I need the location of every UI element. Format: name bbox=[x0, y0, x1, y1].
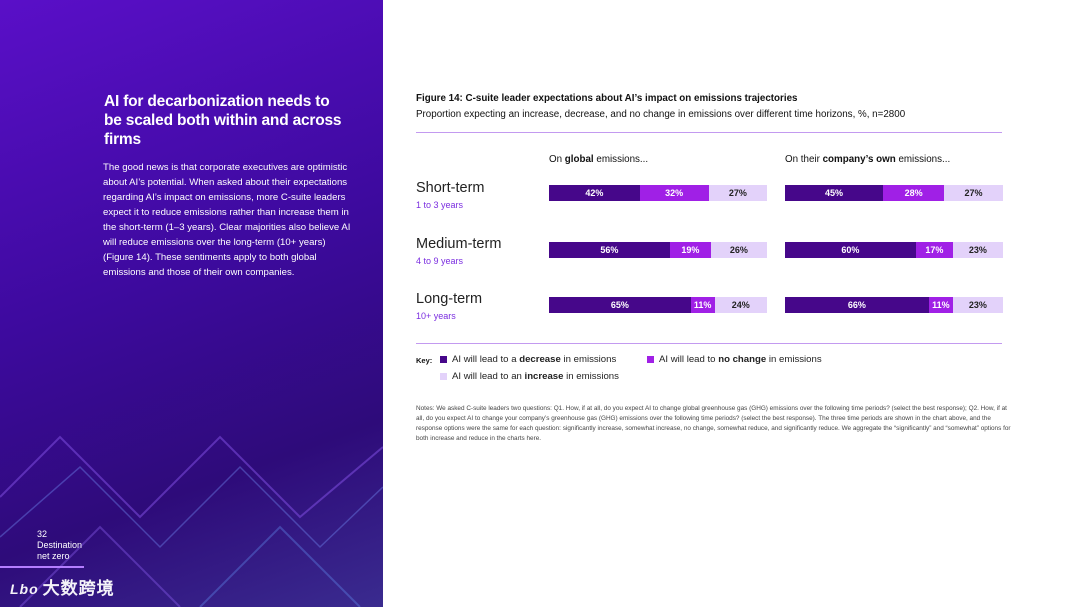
bar-segment-increase-company-medium-term: 23% bbox=[952, 242, 1003, 258]
bar-segment-decrease-company-short-term: 45% bbox=[785, 185, 884, 201]
legend-swatch-increase bbox=[440, 373, 447, 380]
bar-segment-no-change-company-medium-term: 17% bbox=[915, 242, 953, 258]
bar-company-short-term: 45% 28% 27% bbox=[785, 185, 1003, 201]
watermark: Lbo 大数跨境 bbox=[10, 574, 115, 599]
bar-segment-increase-global-short-term: 27% bbox=[708, 185, 767, 201]
row-sub-short-term: 1 to 3 years bbox=[416, 200, 464, 210]
decorative-wave-graphic bbox=[0, 435, 383, 607]
panel-heading-company-bold: company’s own bbox=[822, 154, 896, 165]
legend-no-change: AI will lead to no change in emissions bbox=[647, 354, 822, 365]
panel-heading-global: On global emissions... bbox=[549, 154, 648, 165]
page-footer: 32 Destination net zero bbox=[37, 529, 82, 562]
figure-title: Figure 14: C-suite leader expectations a… bbox=[416, 93, 798, 104]
bar-company-medium-term: 60% 17% 23% bbox=[785, 242, 1003, 258]
panel-heading-global-bold: global bbox=[564, 154, 594, 165]
bar-global-long-term: 65% 11% 24% bbox=[549, 297, 767, 313]
bar-segment-decrease-company-medium-term: 60% bbox=[785, 242, 916, 258]
row-label-long-term: Long-term bbox=[416, 291, 483, 307]
panel-heading-company: On their company’s own emissions... bbox=[785, 154, 950, 165]
legend-increase: AI will lead to an increase in emissions bbox=[440, 371, 619, 382]
legend-increase-text: AI will lead to an increase in emissions bbox=[452, 371, 619, 382]
figure-notes: Notes: We asked C-suite leaders two ques… bbox=[416, 405, 1011, 442]
legend-no-change-text: AI will lead to no change in emissions bbox=[659, 354, 822, 365]
page-number: 32 bbox=[37, 529, 48, 539]
key-divider bbox=[416, 343, 1002, 344]
legend-decrease-text: AI will lead to a decrease in emissions bbox=[452, 354, 617, 365]
bar-segment-no-change-global-long-term: 11% bbox=[690, 297, 715, 313]
bar-segment-decrease-company-long-term: 66% bbox=[785, 297, 929, 313]
footer-accent-line bbox=[0, 566, 84, 568]
bar-segment-decrease-global-short-term: 42% bbox=[549, 185, 640, 201]
bar-segment-increase-global-medium-term: 26% bbox=[710, 242, 767, 258]
key-label: Key: bbox=[416, 356, 433, 365]
panel-heading-global-post: emissions... bbox=[593, 154, 649, 165]
watermark-logo: Lbo bbox=[10, 581, 39, 597]
left-panel: AI for decarbonization needs to be scale… bbox=[0, 0, 383, 607]
watermark-text: 大数跨境 bbox=[42, 579, 115, 598]
bar-segment-no-change-global-short-term: 32% bbox=[639, 185, 709, 201]
bar-segment-decrease-global-medium-term: 56% bbox=[549, 242, 670, 258]
section-name-line2: net zero bbox=[37, 551, 70, 561]
row-label-medium-term: Medium-term bbox=[416, 236, 502, 252]
row-sub-long-term: 10+ years bbox=[416, 311, 456, 321]
legend-swatch-decrease bbox=[440, 356, 447, 363]
bar-segment-increase-company-long-term: 23% bbox=[952, 297, 1003, 313]
section-body-text: The good news is that corporate executiv… bbox=[103, 162, 351, 278]
legend-swatch-no-change bbox=[647, 356, 654, 363]
section-headline: AI for decarbonization needs to be scale… bbox=[104, 93, 342, 148]
legend-decrease: AI will lead to a decrease in emissions bbox=[440, 354, 616, 365]
bar-global-short-term: 42% 32% 27% bbox=[549, 185, 767, 201]
row-label-short-term: Short-term bbox=[416, 180, 485, 196]
bar-company-long-term: 66% 11% 23% bbox=[785, 297, 1003, 313]
top-divider bbox=[416, 132, 1002, 133]
bar-global-medium-term: 56% 19% 26% bbox=[549, 242, 767, 258]
panel-heading-company-post: emissions... bbox=[895, 154, 951, 165]
figure-subtitle: Proportion expecting an increase, decrea… bbox=[416, 109, 906, 120]
bar-segment-no-change-company-long-term: 11% bbox=[928, 297, 953, 313]
panel-heading-global-pre: On bbox=[549, 154, 565, 165]
bar-segment-increase-company-short-term: 27% bbox=[944, 185, 1003, 201]
panel-heading-company-pre: On their bbox=[785, 154, 823, 165]
bar-segment-increase-global-long-term: 24% bbox=[714, 297, 767, 313]
section-name-line1: Destination bbox=[37, 540, 83, 550]
row-sub-medium-term: 4 to 9 years bbox=[416, 256, 464, 266]
bar-segment-no-change-global-medium-term: 19% bbox=[669, 242, 711, 258]
bar-segment-decrease-global-long-term: 65% bbox=[549, 297, 691, 313]
bar-segment-no-change-company-short-term: 28% bbox=[883, 185, 945, 201]
